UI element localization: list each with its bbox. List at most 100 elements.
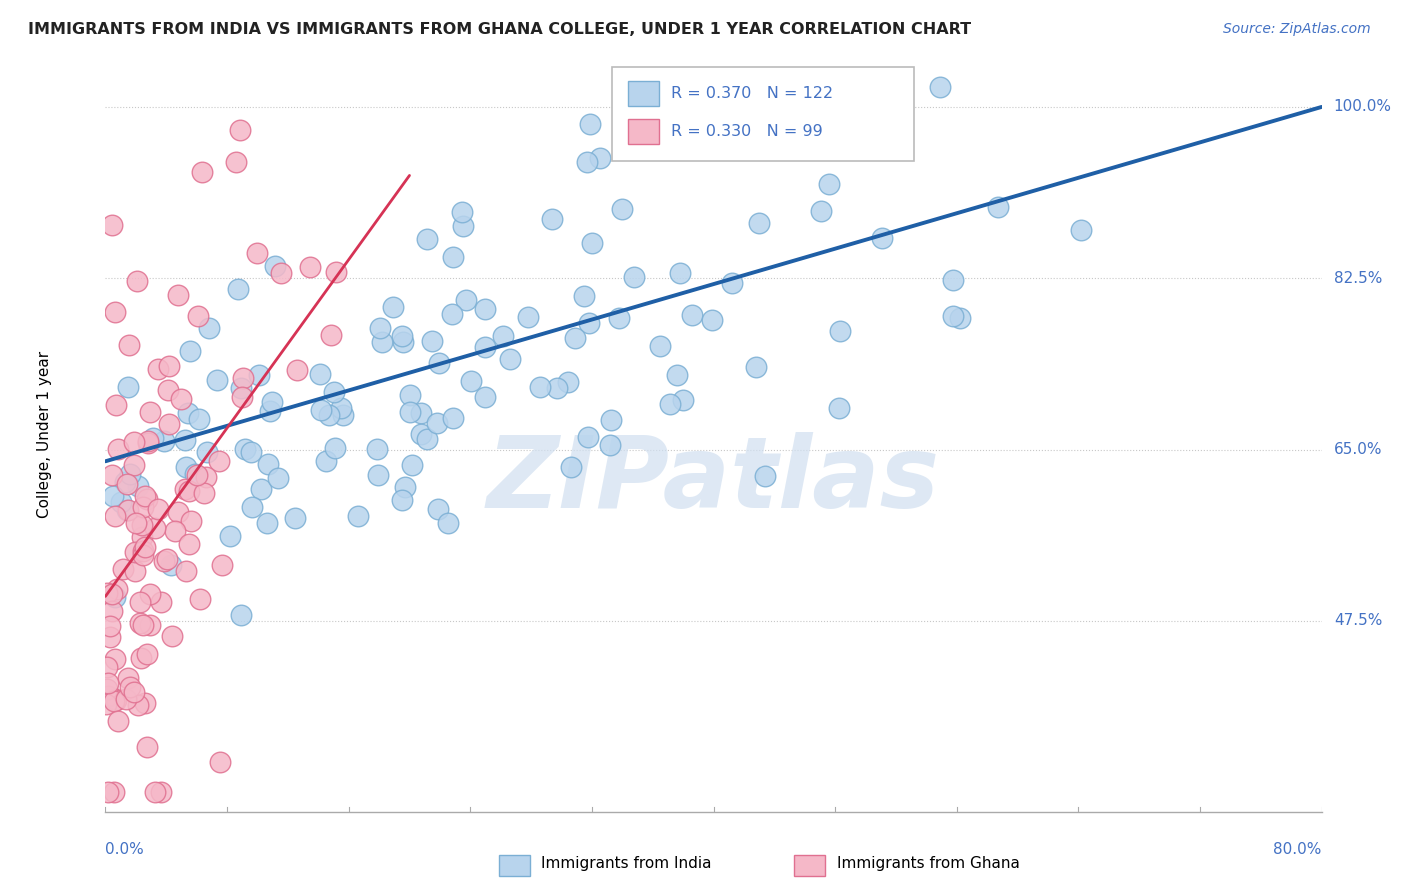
Point bbox=[529, 380, 551, 394]
Point bbox=[146, 502, 169, 516]
Point bbox=[122, 435, 145, 450]
Text: R = 0.330   N = 99: R = 0.330 N = 99 bbox=[671, 124, 823, 138]
Point bbox=[103, 489, 125, 503]
Point bbox=[474, 390, 496, 404]
Point bbox=[259, 404, 281, 418]
Point bbox=[368, 321, 391, 335]
Point bbox=[226, 282, 249, 296]
Point bbox=[557, 375, 579, 389]
Point bbox=[124, 545, 146, 559]
Point bbox=[546, 381, 568, 395]
Point bbox=[211, 558, 233, 573]
Point bbox=[578, 316, 600, 330]
Point bbox=[441, 251, 464, 265]
Point bbox=[104, 509, 127, 524]
Point bbox=[104, 304, 127, 318]
Point bbox=[96, 681, 118, 696]
Point bbox=[315, 453, 337, 467]
Point bbox=[309, 403, 332, 417]
Point bbox=[160, 558, 183, 572]
Point bbox=[696, 118, 718, 132]
Text: 82.5%: 82.5% bbox=[1334, 271, 1382, 285]
Point bbox=[179, 537, 201, 551]
Point bbox=[131, 530, 153, 544]
Point bbox=[166, 287, 188, 301]
Point bbox=[416, 432, 439, 446]
Point bbox=[146, 362, 169, 376]
Point bbox=[163, 524, 186, 538]
Point bbox=[132, 544, 155, 558]
Point bbox=[321, 328, 343, 343]
Point bbox=[391, 492, 413, 507]
Point bbox=[94, 697, 117, 711]
Point bbox=[107, 714, 129, 729]
Point bbox=[810, 204, 832, 219]
Point bbox=[754, 469, 776, 483]
Point bbox=[176, 406, 198, 420]
Point bbox=[104, 590, 127, 604]
Point bbox=[110, 494, 132, 508]
Point bbox=[100, 586, 122, 600]
Point bbox=[127, 478, 149, 492]
Point bbox=[174, 460, 197, 475]
Point bbox=[564, 331, 586, 345]
Point bbox=[426, 502, 449, 516]
Point bbox=[665, 368, 688, 383]
Point bbox=[721, 276, 744, 290]
Point bbox=[170, 392, 193, 406]
Point bbox=[187, 412, 209, 426]
Point bbox=[122, 458, 145, 472]
Point bbox=[267, 471, 290, 485]
Point bbox=[122, 685, 145, 699]
Text: Source: ZipAtlas.com: Source: ZipAtlas.com bbox=[1223, 22, 1371, 37]
Point bbox=[599, 413, 621, 427]
Point bbox=[949, 310, 972, 325]
Point bbox=[426, 417, 449, 431]
Point bbox=[239, 445, 262, 459]
Point bbox=[187, 309, 209, 323]
Point bbox=[394, 480, 416, 494]
Point bbox=[118, 680, 141, 694]
Point bbox=[318, 408, 340, 422]
Point bbox=[135, 491, 157, 506]
Point bbox=[177, 484, 200, 499]
Point bbox=[928, 80, 950, 95]
Point bbox=[143, 785, 166, 799]
Point bbox=[540, 212, 562, 227]
Point bbox=[323, 441, 346, 455]
Point bbox=[830, 324, 852, 338]
Point bbox=[125, 274, 148, 288]
Point bbox=[232, 371, 254, 385]
Point bbox=[250, 482, 273, 496]
Point bbox=[208, 756, 231, 770]
Point bbox=[572, 289, 595, 303]
Point bbox=[391, 335, 413, 350]
Point bbox=[817, 177, 839, 191]
Point bbox=[1070, 222, 1092, 236]
Point bbox=[870, 231, 893, 245]
Point bbox=[101, 218, 124, 232]
Point bbox=[610, 202, 633, 217]
Point bbox=[231, 390, 253, 404]
Text: 47.5%: 47.5% bbox=[1334, 614, 1382, 628]
Point bbox=[117, 380, 139, 394]
Point bbox=[97, 785, 120, 799]
Point bbox=[256, 516, 278, 530]
Point bbox=[98, 631, 121, 645]
Point bbox=[139, 587, 162, 601]
Point bbox=[581, 235, 603, 250]
Point bbox=[456, 293, 478, 308]
Point bbox=[104, 399, 127, 413]
Point bbox=[420, 334, 443, 348]
Point bbox=[474, 340, 496, 354]
Point bbox=[150, 785, 173, 799]
Point bbox=[745, 360, 768, 375]
Text: 100.0%: 100.0% bbox=[1334, 99, 1392, 114]
Point bbox=[517, 310, 540, 325]
Point bbox=[262, 394, 284, 409]
Point bbox=[648, 339, 671, 353]
Point bbox=[208, 454, 231, 468]
Point bbox=[451, 205, 474, 219]
Point bbox=[329, 401, 352, 416]
Point bbox=[118, 338, 141, 352]
